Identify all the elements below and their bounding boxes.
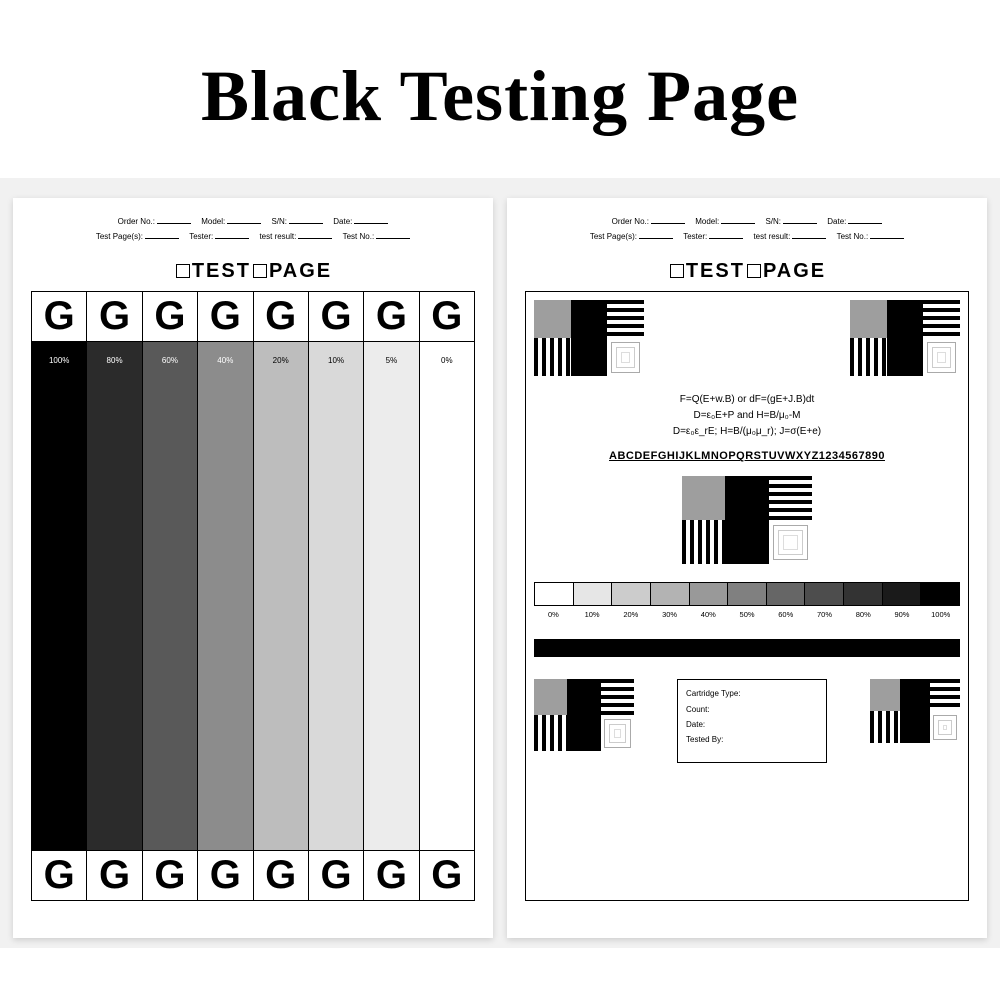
calibration-pattern — [850, 300, 960, 376]
test-page-heading: TESTPAGE — [525, 260, 969, 283]
calibration-pattern — [870, 679, 960, 743]
formula-block: F=Q(E+w.B) or dF=(gE+J.B)dt D=ε₀E+P and … — [534, 392, 960, 440]
gradient-label: 100% — [921, 610, 960, 619]
tone-columns: 100%80%60%40%20%10%5%0% — [32, 342, 474, 850]
g-cell: G — [143, 292, 198, 341]
gradient-swatch — [612, 583, 651, 605]
calibration-pattern — [534, 679, 634, 751]
tone-label: 100% — [32, 356, 86, 365]
gradient-labels: 0%10%20%30%40%50%60%70%80%90%100% — [534, 610, 960, 619]
alphabet-line: ABCDEFGHIJKLMNOPQRSTUVWXYZ1234567890 — [534, 450, 960, 462]
g-cell: G — [364, 851, 419, 900]
calibration-pattern — [682, 476, 812, 564]
gradient-label: 70% — [805, 610, 844, 619]
right-test-page: Order No.: Model: S/N: Date: Test Page(s… — [507, 198, 987, 938]
g-cell: G — [32, 851, 87, 900]
tone-column: 40% — [198, 342, 253, 850]
g-cell: G — [87, 292, 142, 341]
solid-black-bar — [534, 639, 960, 657]
g-cell: G — [364, 292, 419, 341]
tone-column: 60% — [143, 342, 198, 850]
g-cell: G — [87, 851, 142, 900]
gradient-swatch — [574, 583, 613, 605]
g-cell: G — [309, 292, 364, 341]
gradient-label: 30% — [650, 610, 689, 619]
tone-column: 0% — [420, 342, 474, 850]
center-pattern — [534, 476, 960, 564]
gradient-swatch — [651, 583, 690, 605]
left-test-page: Order No.: Model: S/N: Date: Test Page(s… — [13, 198, 493, 938]
calibration-pattern — [534, 300, 644, 376]
right-frame: F=Q(E+w.B) or dF=(gE+J.B)dt D=ε₀E+P and … — [525, 291, 969, 901]
g-row-bottom: GGGGGGGG — [32, 850, 474, 900]
tone-label: 80% — [87, 356, 141, 365]
tone-label: 20% — [254, 356, 308, 365]
gradient-swatch — [844, 583, 883, 605]
gradient-swatch — [535, 583, 574, 605]
gradient-swatch — [767, 583, 806, 605]
g-cell: G — [254, 292, 309, 341]
gradient-swatch — [883, 583, 922, 605]
pages-container: Order No.: Model: S/N: Date: Test Page(s… — [0, 178, 1000, 948]
main-title: Black Testing Page — [0, 0, 1000, 178]
gradient-swatch — [805, 583, 844, 605]
g-row-top: GGGGGGGG — [32, 292, 474, 342]
gradient-label: 60% — [766, 610, 805, 619]
tone-label: 40% — [198, 356, 252, 365]
g-cell: G — [198, 292, 253, 341]
tone-grid: GGGGGGGG 100%80%60%40%20%10%5%0% GGGGGGG… — [31, 291, 475, 901]
g-cell: G — [420, 292, 474, 341]
tone-label: 5% — [364, 356, 418, 365]
tone-column: 5% — [364, 342, 419, 850]
gradient-label: 90% — [883, 610, 922, 619]
tone-label: 0% — [420, 356, 474, 365]
gradient-label: 80% — [844, 610, 883, 619]
gradient-label: 10% — [573, 610, 612, 619]
g-cell: G — [198, 851, 253, 900]
tone-column: 20% — [254, 342, 309, 850]
form-header: Order No.: Model: S/N: Date: Test Page(s… — [525, 214, 969, 244]
info-box: Cartridge Type: Count: Date: Tested By: — [677, 679, 827, 763]
gradient-swatch — [690, 583, 729, 605]
gradient-swatch — [921, 583, 959, 605]
tone-column: 100% — [32, 342, 87, 850]
tone-label: 10% — [309, 356, 363, 365]
tone-label: 60% — [143, 356, 197, 365]
gradient-swatch — [728, 583, 767, 605]
bottom-row: Cartridge Type: Count: Date: Tested By: — [534, 679, 960, 763]
g-cell: G — [254, 851, 309, 900]
gradient-label: 0% — [534, 610, 573, 619]
gradient-label: 20% — [611, 610, 650, 619]
g-cell: G — [143, 851, 198, 900]
form-header: Order No.: Model: S/N: Date: Test Page(s… — [31, 214, 475, 244]
top-pattern-row — [534, 300, 960, 376]
tone-column: 10% — [309, 342, 364, 850]
g-cell: G — [32, 292, 87, 341]
test-page-heading: TESTPAGE — [31, 260, 475, 283]
gradient-bar — [534, 582, 960, 606]
g-cell: G — [420, 851, 474, 900]
tone-column: 80% — [87, 342, 142, 850]
g-cell: G — [309, 851, 364, 900]
gradient-label: 40% — [689, 610, 728, 619]
gradient-label: 50% — [728, 610, 767, 619]
